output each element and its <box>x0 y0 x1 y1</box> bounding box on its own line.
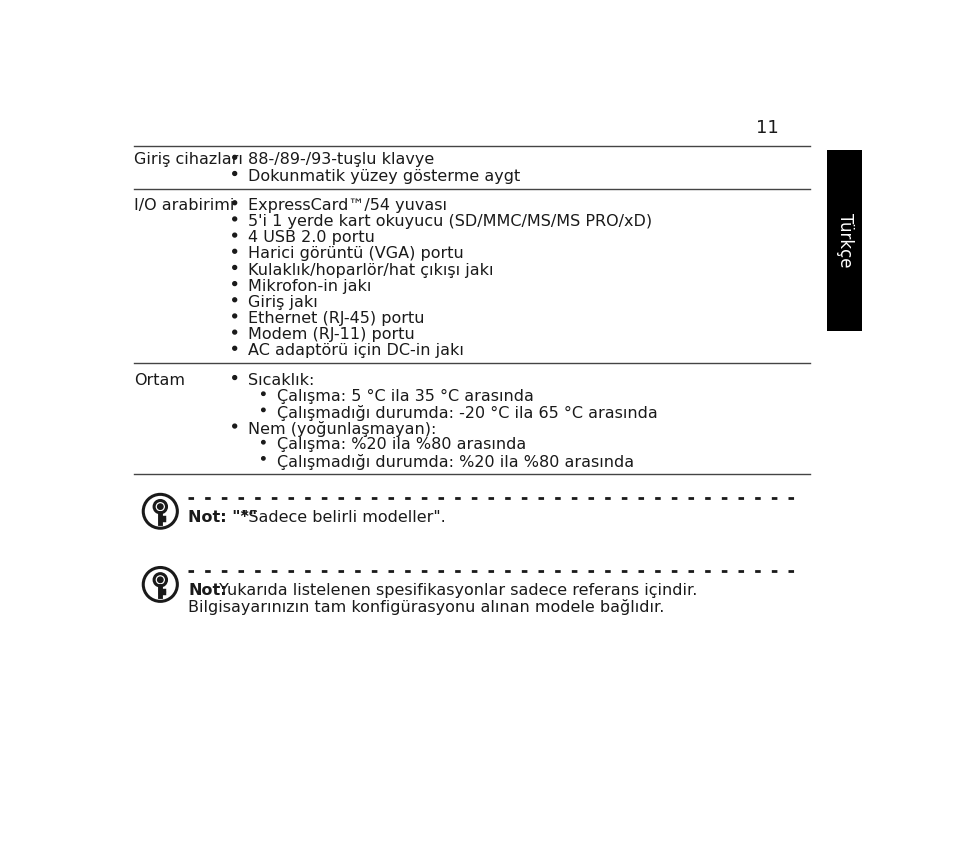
Circle shape <box>232 172 236 175</box>
Text: Harici görüntü (VGA) portu: Harici görüntü (VGA) portu <box>248 246 464 262</box>
Circle shape <box>262 457 265 460</box>
Circle shape <box>232 298 236 302</box>
Text: I/O arabirimi: I/O arabirimi <box>134 198 234 213</box>
Circle shape <box>157 577 163 583</box>
Circle shape <box>232 201 236 205</box>
Text: Çalışma: 5 °C ila 35 °C arasında: Çalışma: 5 °C ila 35 °C arasında <box>276 389 534 404</box>
Circle shape <box>232 282 236 285</box>
Circle shape <box>232 330 236 334</box>
Text: Not: "*": Not: "*" <box>188 510 257 525</box>
Text: AC adaptörü için DC-in jakı: AC adaptörü için DC-in jakı <box>248 343 464 358</box>
Text: ExpressCard™/54 yuvası: ExpressCard™/54 yuvası <box>248 198 446 213</box>
Circle shape <box>262 440 265 444</box>
Text: Kulaklık/hoparlör/hat çıkışı jakı: Kulaklık/hoparlör/hat çıkışı jakı <box>248 263 493 278</box>
Text: Türkçe: Türkçe <box>835 213 853 268</box>
Text: 5'i 1 yerde kart okuyucu (SD/MMC/MS/MS PRO/xD): 5'i 1 yerde kart okuyucu (SD/MMC/MS/MS P… <box>248 214 652 229</box>
Circle shape <box>232 314 236 318</box>
Text: Not:: Not: <box>188 583 227 598</box>
Text: 88-/89-/93-tuşlu klavye: 88-/89-/93-tuşlu klavye <box>248 152 434 168</box>
Text: Çalışmadığı durumda: %20 ila %80 arasında: Çalışmadığı durumda: %20 ila %80 arasınd… <box>276 453 634 469</box>
Circle shape <box>232 233 236 237</box>
Text: Mikrofon-in jakı: Mikrofon-in jakı <box>248 279 372 294</box>
Circle shape <box>232 217 236 221</box>
Circle shape <box>232 265 236 269</box>
Text: 4 USB 2.0 portu: 4 USB 2.0 portu <box>248 230 374 246</box>
Text: Ethernet (RJ-45) portu: Ethernet (RJ-45) portu <box>248 311 424 326</box>
Text: Çalışma: %20 ila %80 arasında: Çalışma: %20 ila %80 arasında <box>276 437 526 452</box>
Circle shape <box>232 155 236 159</box>
Circle shape <box>232 249 236 253</box>
Text: Çalışmadığı durumda: -20 °C ila 65 °C arasında: Çalışmadığı durumda: -20 °C ila 65 °C ar… <box>276 405 658 421</box>
Circle shape <box>232 424 236 428</box>
Text: Giriş cihazları: Giriş cihazları <box>134 152 243 168</box>
Text: Ortam: Ortam <box>134 373 185 388</box>
Circle shape <box>232 346 236 350</box>
Text: Dokunmatik yüzey gösterme aygt: Dokunmatik yüzey gösterme aygt <box>248 169 520 184</box>
Text: Sıcaklık:: Sıcaklık: <box>248 373 314 388</box>
Text: Giriş jakı: Giriş jakı <box>248 295 318 310</box>
Circle shape <box>262 392 265 396</box>
Circle shape <box>262 408 265 412</box>
FancyBboxPatch shape <box>827 150 862 331</box>
Text: Nem (yoğunlaşmayan):: Nem (yoğunlaşmayan): <box>248 421 436 437</box>
Text: 11: 11 <box>756 119 779 136</box>
Text: Bilgisayarınızın tam konfigürasyonu alınan modele bağlıdır.: Bilgisayarınızın tam konfigürasyonu alın… <box>188 599 664 615</box>
Text: Modem (RJ-11) portu: Modem (RJ-11) portu <box>248 327 415 342</box>
Text: "Sadece belirli modeller".: "Sadece belirli modeller". <box>236 510 446 525</box>
Text: Yukarıda listelenen spesifikasyonlar sadece referans içindir.: Yukarıda listelenen spesifikasyonlar sad… <box>214 583 697 598</box>
Circle shape <box>157 504 163 509</box>
Circle shape <box>232 375 236 379</box>
